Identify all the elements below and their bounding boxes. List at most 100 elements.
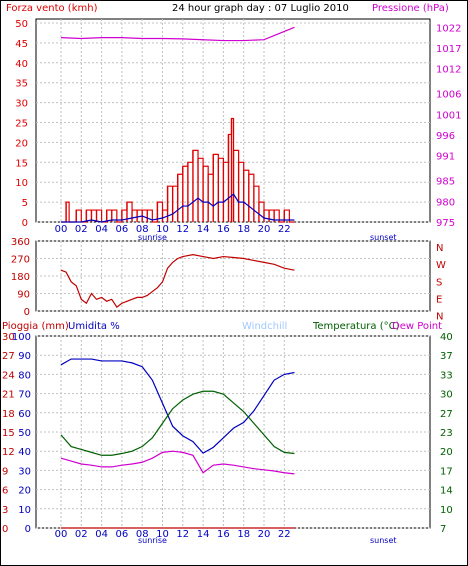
x-tick-label-top: 16: [217, 224, 230, 235]
rain-tick-label: 6: [2, 486, 8, 497]
pressure-tick-label: 975: [436, 218, 455, 229]
temperature-tick-label: 20: [440, 447, 453, 458]
wind-tick-label: 15: [15, 158, 28, 169]
pressure-tick-label: 991: [436, 152, 455, 163]
sunrise-label-bottom: sunrise: [138, 536, 167, 545]
dewpoint-line: [60, 450, 295, 475]
rain-tick-label: 3: [2, 505, 8, 516]
sunrise-label-top: sunrise: [138, 233, 167, 242]
x-tick-label-top: 10: [156, 224, 169, 235]
wind-tick-label: 35: [15, 79, 28, 90]
temperature-tick-label: 17: [440, 466, 453, 477]
dewpoint-axis-title: Dew Point: [392, 321, 442, 332]
wind-direction-line: [60, 254, 295, 308]
rain-tick-label: 15: [2, 428, 15, 439]
temperature-tick-label: 23: [440, 428, 453, 439]
sunset-label-top: sunset: [370, 233, 397, 242]
temperature-tick-label: 37: [440, 351, 453, 362]
temperature-tick-label: 10: [440, 505, 453, 516]
x-tick-label-top: 14: [197, 224, 210, 235]
x-tick-label-top: 18: [237, 224, 250, 235]
rain-tick-label: 21: [2, 390, 15, 401]
humidity-tick-label: 100: [12, 332, 31, 343]
wind-average-line: [61, 193, 295, 223]
humidity-tick-label: 60: [18, 409, 31, 420]
x-tick-label-bottom: 06: [116, 529, 129, 540]
wind-tick-label: 5: [22, 198, 28, 209]
direction-tick-label: 360: [11, 237, 30, 248]
x-tick-label-bottom: 02: [75, 529, 88, 540]
x-tick-label-top: 12: [176, 224, 189, 235]
pressure-tick-label: 1017: [436, 44, 461, 55]
pressure-tick-label: 980: [436, 197, 455, 208]
data-series: [60, 26, 295, 529]
pressure-tick-label: 1001: [436, 110, 461, 121]
temperature-tick-label: 30: [440, 390, 453, 401]
sunset-label-bottom: sunset: [370, 536, 397, 545]
humidity-tick-label: 20: [18, 486, 31, 497]
x-tick-label-top: 08: [136, 224, 149, 235]
compass-tick-label: E: [436, 294, 442, 305]
humidity-tick-label: 80: [18, 370, 31, 381]
x-tick-label-bottom: 08: [136, 529, 149, 540]
wind-tick-label: 45: [15, 39, 28, 50]
wind-tick-label: 25: [15, 119, 28, 130]
x-tick-label-bottom: 20: [258, 529, 271, 540]
compass-tick-label: W: [436, 260, 446, 271]
temperature-line: [60, 390, 295, 456]
compass-tick-label: N: [436, 243, 443, 254]
temperature-tick-label: 40: [440, 332, 453, 343]
x-tick-label-top: 02: [75, 224, 88, 235]
x-tick-label-top: 04: [95, 224, 108, 235]
x-tick-label-bottom: 18: [237, 529, 250, 540]
tick-labels: 0000020204040606080810101212141416161818…: [2, 19, 461, 540]
humidity-tick-label: 50: [18, 428, 31, 439]
rain-axis-title: Pioggia (mm): [2, 321, 69, 332]
direction-tick-label: 270: [11, 255, 30, 266]
x-tick-label-top: 22: [278, 224, 291, 235]
humidity-line: [60, 358, 295, 454]
direction-tick-label: 0: [24, 307, 30, 318]
compass-tick-label: S: [436, 277, 442, 288]
humidity-tick-label: 70: [18, 390, 31, 401]
x-tick-label-top: 20: [258, 224, 271, 235]
temperature-tick-label: 14: [440, 486, 453, 497]
direction-tick-label: 180: [11, 272, 30, 283]
temperature-tick-label: 33: [440, 370, 453, 381]
pressure-tick-label: 996: [436, 131, 455, 142]
x-tick-label-bottom: 12: [176, 529, 189, 540]
pressure-tick-label: 985: [436, 177, 455, 188]
rain-tick-label: 24: [2, 370, 15, 381]
grid-lines: [36, 19, 430, 529]
pressure-tick-label: 1006: [436, 90, 461, 101]
pressure-axis-title: Pressione (hPa): [372, 3, 449, 14]
rain-tick-label: 0: [2, 524, 8, 535]
humidity-tick-label: 90: [18, 351, 31, 362]
rain-tick-label: 27: [2, 351, 15, 362]
temperature-axis-title: Temperatura (°C): [312, 321, 400, 332]
wind-tick-label: 10: [15, 178, 28, 189]
x-tick-label-bottom: 04: [95, 529, 108, 540]
x-tick-label-bottom: 22: [278, 529, 291, 540]
rain-tick-label: 9: [2, 466, 8, 477]
chart-title: 24 hour graph day : 07 Luglio 2010: [172, 3, 349, 14]
pressure-line: [60, 26, 295, 42]
humidity-tick-label: 10: [18, 505, 31, 516]
x-tick-label-bottom: 14: [197, 529, 210, 540]
temperature-tick-label: 7: [440, 524, 446, 535]
wind-tick-label: 50: [15, 19, 28, 30]
x-tick-label-top: 06: [116, 224, 129, 235]
rain-tick-label: 12: [2, 447, 15, 458]
wind-gust-line: [61, 117, 295, 223]
x-tick-label-bottom: 00: [55, 529, 68, 540]
x-tick-label-bottom: 16: [217, 529, 230, 540]
wind-axis-title: Forza vento (kmh): [6, 3, 98, 14]
wind-tick-label: 0: [22, 218, 28, 229]
windchill-axis-title: Windchill: [242, 321, 287, 332]
humidity-axis-title: Umidita %: [68, 321, 120, 332]
humidity-tick-label: 0: [25, 524, 31, 535]
rain-tick-label: 18: [2, 409, 15, 420]
humidity-tick-label: 30: [18, 466, 31, 477]
